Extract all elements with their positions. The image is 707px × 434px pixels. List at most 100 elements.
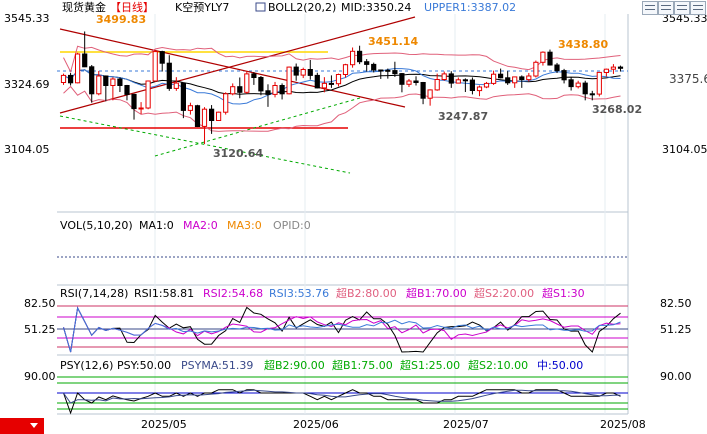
candle-body [251,73,257,79]
candle-body [596,71,602,95]
candle-body [265,90,271,95]
rsi-tick-51: 51.25 [24,323,56,336]
mid-label: MID:3350.24 [341,1,411,14]
annotation-high-1: 3499.83 [96,13,146,26]
vol-ma1: MA1:0 [139,219,174,232]
candle-body [378,69,384,72]
candle-body [60,74,67,84]
descending-trend-line[interactable] [59,28,406,108]
price-tick-top: 3545.33 [4,12,50,25]
candle-body [434,79,440,91]
candle-body [321,82,327,89]
candle-body [152,51,158,82]
candle-body [406,80,412,85]
candle-body [293,66,299,76]
psy-lines [57,376,628,415]
boll-legend-icon [255,2,266,12]
rsi1-value: RSI1:58.81 [134,287,194,300]
candle-body [230,86,236,95]
candle-body [223,93,229,113]
annotation-high-2: 3451.14 [368,35,418,48]
candle-body [554,64,560,72]
green-lower-channel-line[interactable] [59,115,351,174]
candle-body [307,69,313,76]
boll-upper-line [63,45,621,74]
toolbar-button-3[interactable] [674,1,690,15]
rsi-tick-82-right: 82.50 [660,297,692,310]
ascending-trend-line[interactable] [59,16,416,114]
toolbar-button-4[interactable] [690,1,706,15]
candle-body [216,111,222,121]
toolbar-button-1[interactable] [642,1,658,15]
candle-body [413,80,419,83]
candle-body [420,82,426,99]
candle-body [342,64,349,75]
candle-body [575,82,581,88]
x-tick-2025-06: 2025/06 [293,418,339,431]
annotation-low-2: 3247.87 [438,110,488,123]
toolbar-button-2[interactable] [658,1,674,15]
rsi-ob2: 超B2:80.00 [336,286,397,300]
candle-body [96,75,102,95]
annotation-low-1: 3120.64 [213,147,263,160]
candle-body [441,73,447,81]
rsi1-line [63,306,621,353]
rsi3-value: RSI3:53.76 [269,287,329,300]
psy-value: PSY:50.00 [117,359,171,372]
candle-body [448,73,454,84]
x-tick-2025-07: 2025/07 [443,418,489,431]
candle-body [103,75,109,86]
candle-body [194,105,201,127]
psy-os1: 超S1:25.00 [400,358,460,372]
candle-body [547,51,553,66]
candle-body [145,80,151,109]
candle-body [505,77,511,84]
candle-body [469,79,475,91]
candles [60,31,624,144]
period-selector-tag[interactable] [0,418,44,434]
annotation-low-3: 3268.02 [592,103,642,116]
candle-body [138,107,144,110]
rsi2-value: RSI2:54.68 [203,287,263,300]
candle-body [350,50,356,66]
ma-line [63,67,621,105]
current-price-box [630,71,707,87]
candle-body [610,66,616,70]
candle-body [540,51,546,63]
rsi-ob1: 超B1:70.00 [406,286,467,300]
candle-body [385,69,391,72]
annotation-high-3: 3438.80 [558,38,608,51]
candle-body [328,82,334,85]
price-tick-top-right: 3545.33 [662,12,707,25]
candle-body [131,93,137,110]
candle-body [491,73,497,84]
candle-body [561,70,567,81]
candle-body [512,76,518,84]
vol-label: VOL(5,10,20) [60,219,133,232]
psy-label: PSY(12,6) [60,359,113,372]
candle-body [582,82,588,95]
rsi-label: RSI(7,14,28) [60,287,128,300]
current-price-label: 3375.66 [669,72,707,86]
candle-body [335,74,342,85]
psy-tick-90: 90.00 [24,370,56,383]
vol-ma2: MA2:0 [183,219,218,232]
candle-body [244,73,250,93]
period-label[interactable]: 【日线】 [110,0,154,14]
boll-lower-line [63,85,621,132]
psy-tick-90-right: 90.00 [660,370,692,383]
rsi3-line [63,306,621,353]
boll-label: BOLL2(20,2) [268,1,336,14]
psy-os2: 超S2:10.00 [468,358,528,372]
candle-body [124,85,130,95]
candle-body [357,50,363,63]
price-tick-low: 3104.05 [4,143,50,156]
candle-body [110,78,116,86]
candle-body [286,66,292,95]
candle-body [82,53,88,68]
psy-mid: 中:50.00 [537,359,583,372]
candle-body [526,75,532,81]
candle-body [68,74,74,84]
rsi-tick-51-right: 51.25 [660,323,692,336]
